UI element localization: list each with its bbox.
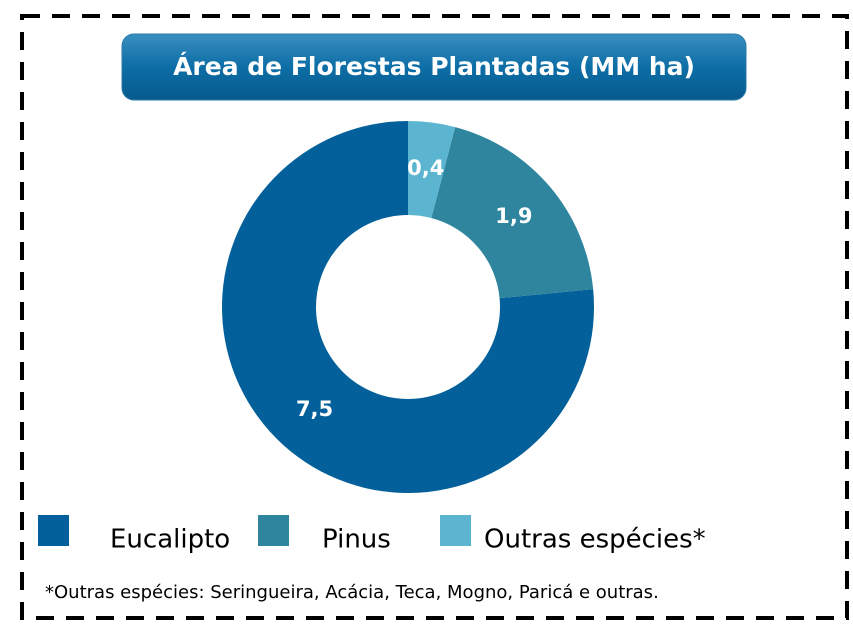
- legend-label: Eucalipto: [110, 525, 230, 555]
- data-label: 0,4: [407, 156, 444, 180]
- chart-title: Área de Florestas Plantadas (MM ha): [173, 52, 695, 81]
- donut-slice: [408, 121, 456, 219]
- data-label: 1,9: [495, 204, 532, 228]
- legend-swatch: [440, 515, 471, 546]
- footnote: *Outras espécies: Seringueira, Acácia, T…: [45, 582, 659, 603]
- donut-slice: [431, 127, 594, 299]
- title-box: [121, 33, 747, 101]
- legend-label: Pinus: [322, 525, 391, 555]
- legend-swatch: [38, 515, 69, 546]
- legend-swatch: [258, 515, 289, 546]
- frame: [20, 14, 849, 620]
- data-label: 7,5: [296, 397, 333, 421]
- donut-slice: [222, 121, 595, 493]
- legend-label: Outras espécies*: [484, 525, 706, 555]
